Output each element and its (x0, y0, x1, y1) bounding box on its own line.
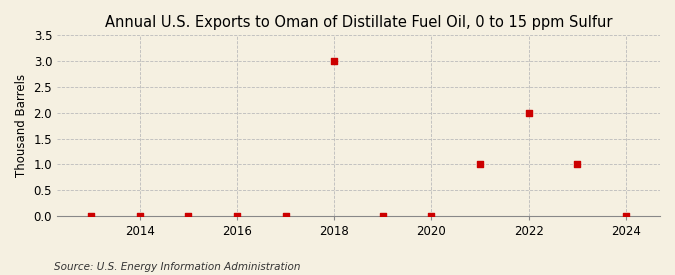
Point (329, 59, 340, 63)
Point (426, 214, 437, 218)
Point (523, 111, 534, 115)
Point (377, 214, 388, 218)
Point (572, 162, 583, 167)
Point (620, 214, 631, 218)
Point (475, 162, 485, 167)
Point (86, 214, 97, 218)
Point (134, 214, 145, 218)
Point (280, 214, 291, 218)
Title: Annual U.S. Exports to Oman of Distillate Fuel Oil, 0 to 15 ppm Sulfur: Annual U.S. Exports to Oman of Distillat… (105, 15, 612, 30)
Point (183, 214, 194, 218)
Text: Source: U.S. Energy Information Administration: Source: U.S. Energy Information Administ… (54, 262, 300, 272)
Point (232, 214, 242, 218)
Y-axis label: Thousand Barrels: Thousand Barrels (15, 74, 28, 177)
